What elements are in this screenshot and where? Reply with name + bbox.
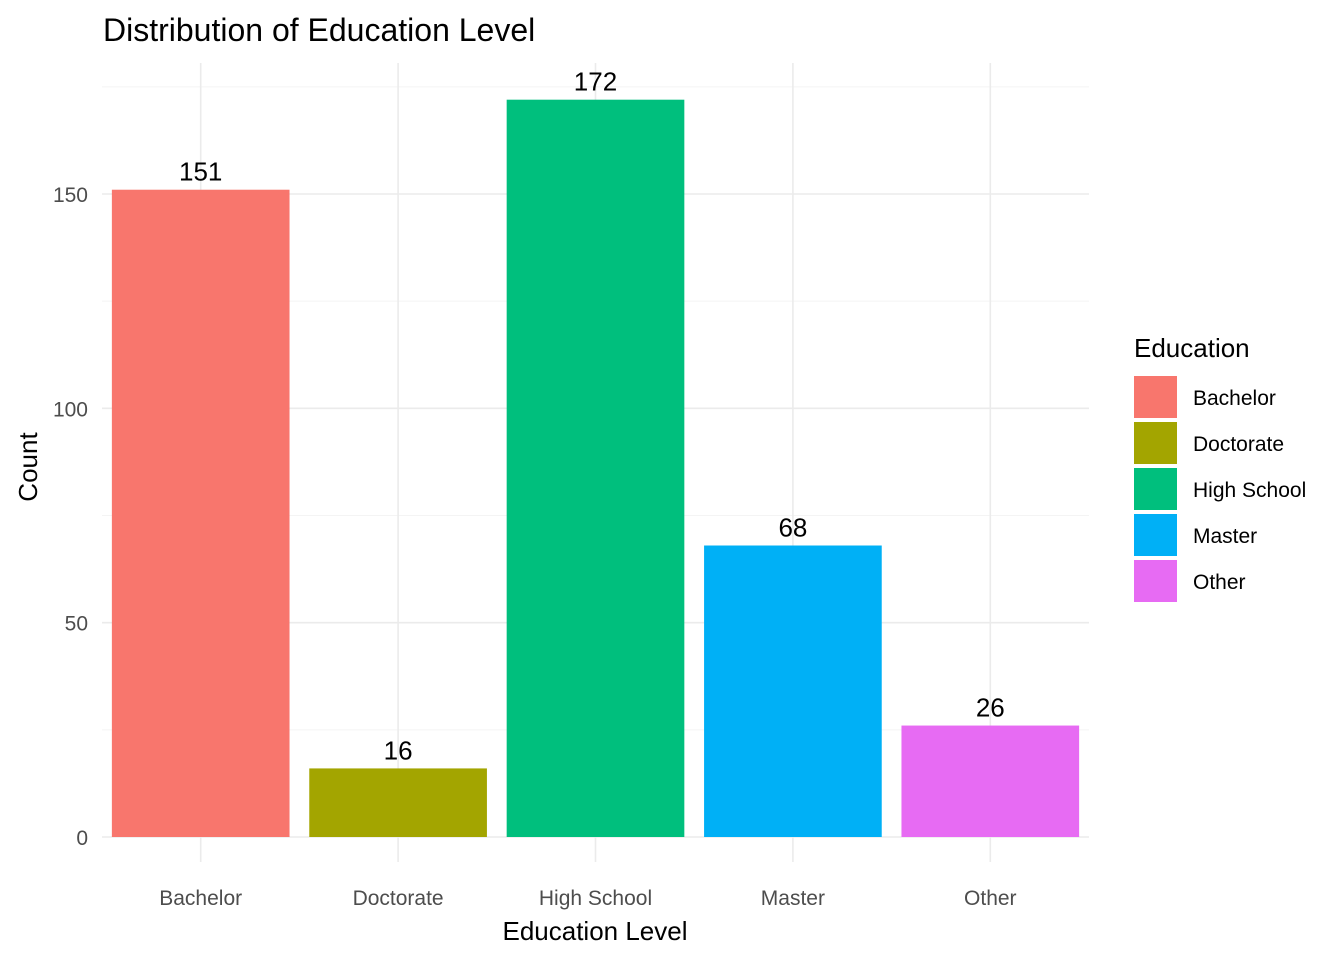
y-tick-label: 100	[53, 398, 88, 421]
x-tick-label: Other	[964, 887, 1017, 910]
bar-value-label: 172	[574, 67, 617, 97]
legend-key-other	[1134, 560, 1177, 602]
y-tick-label: 50	[65, 613, 88, 636]
bar-value-label: 16	[384, 735, 413, 765]
legend-label: High School	[1193, 479, 1306, 502]
legend-key-master	[1134, 514, 1177, 556]
legend-label: Other	[1193, 571, 1246, 594]
legend: Education Bachelor Doctorate High School Ma…	[1134, 333, 1306, 602]
x-axis-title: Education Level	[502, 916, 687, 946]
x-tick-label: High School	[539, 887, 652, 910]
x-tick-label: Bachelor	[159, 887, 242, 910]
bar-value-label: 68	[778, 513, 807, 543]
y-axis-title: Count	[13, 432, 43, 502]
legend-label: Doctorate	[1193, 433, 1284, 456]
legend-items: Bachelor Doctorate High School Master Other	[1134, 376, 1306, 602]
legend-key-bachelor	[1134, 376, 1177, 418]
bar-bachelor	[111, 189, 290, 838]
legend-label: Bachelor	[1193, 387, 1276, 410]
legend-key-high-school	[1134, 468, 1177, 510]
y-tick-label: 0	[76, 827, 88, 850]
x-axis-ticks: Bachelor Doctorate High School Master Other	[159, 887, 1016, 910]
x-tick-label: Master	[761, 887, 825, 910]
legend-label: Master	[1193, 525, 1257, 548]
chart-title: Distribution of Education Level	[103, 12, 535, 48]
bar-value-labels: 151 16 172 68 26	[179, 67, 1005, 766]
bar-value-label: 151	[179, 157, 222, 187]
bar-other	[901, 725, 1080, 837]
y-axis-ticks: 0 50 100 150	[53, 184, 88, 850]
x-tick-label: Doctorate	[353, 887, 444, 910]
legend-title: Education	[1134, 333, 1250, 363]
bar-high-school	[506, 99, 685, 837]
bar-value-label: 26	[976, 693, 1005, 723]
bar-master	[704, 545, 882, 837]
bar-doctorate	[309, 768, 487, 837]
y-tick-label: 150	[53, 184, 88, 207]
bars	[111, 99, 1080, 838]
legend-key-doctorate	[1134, 422, 1177, 464]
